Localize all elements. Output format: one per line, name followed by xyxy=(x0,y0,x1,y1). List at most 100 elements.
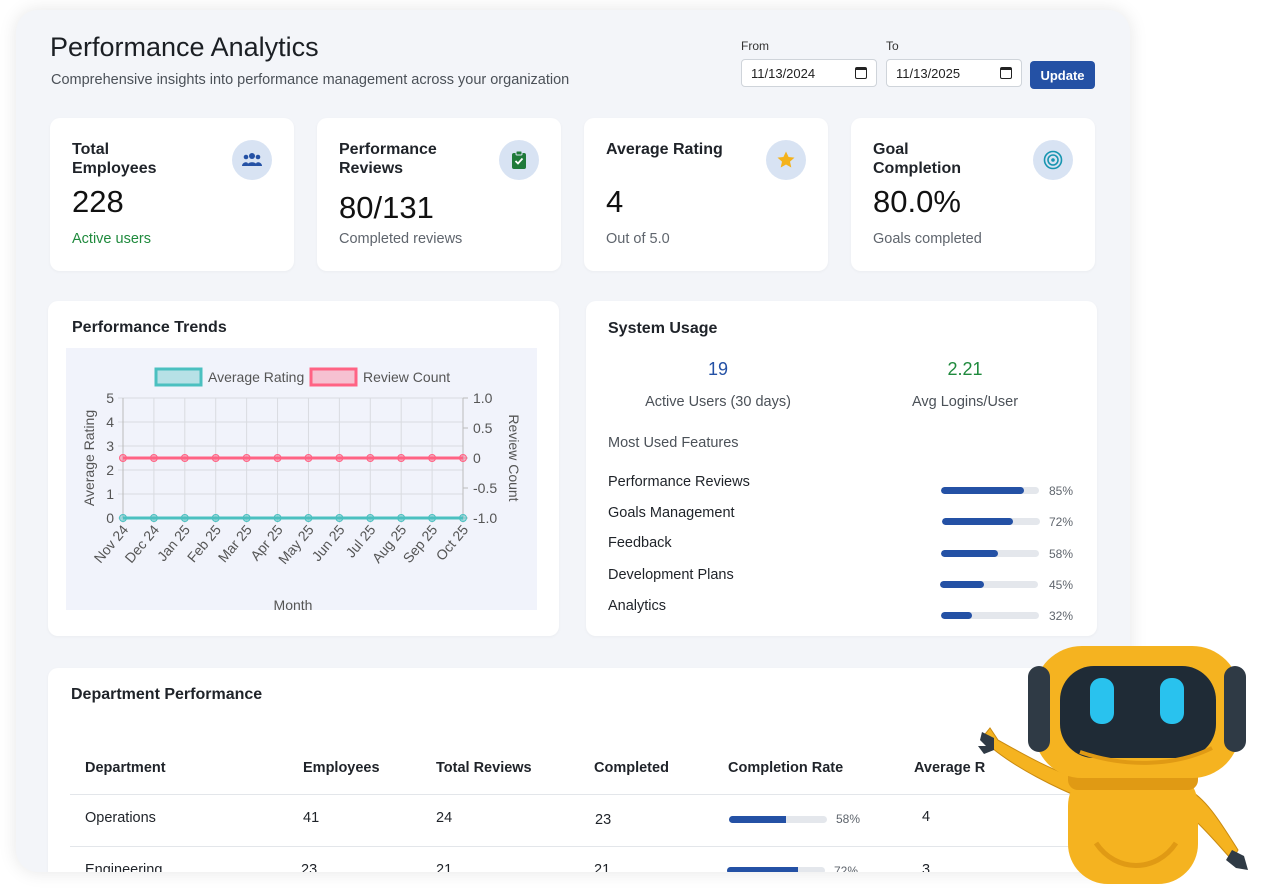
data-point xyxy=(304,454,313,462)
data-point xyxy=(149,514,158,522)
feature-bar xyxy=(941,487,1039,494)
stat-value: 80/131 xyxy=(339,190,434,225)
stat-value: 228 xyxy=(72,184,124,219)
stat-card-total-employees: Total Employees 228 Active users xyxy=(50,118,294,271)
from-date-value: 11/13/2024 xyxy=(751,65,816,81)
column-header-total-reviews[interactable]: Total Reviews xyxy=(436,760,532,776)
cell-average-rating: 4 xyxy=(922,809,931,825)
feature-bar xyxy=(942,518,1040,525)
chart-area: 0 1 2 3 4 5 -1.0 -0.5 0 0.5 1.0 Nov 24 Dec 24 Jan 25 F… xyxy=(66,348,537,613)
page-title: Performance Analytics xyxy=(50,32,319,62)
data-point xyxy=(459,454,467,462)
x-tick-label: Oct 25 xyxy=(433,521,472,563)
column-header-completion-rate[interactable]: Completion Rate xyxy=(728,760,844,776)
cell-completed: 23 xyxy=(595,812,612,828)
column-header-employees[interactable]: Employees xyxy=(303,760,380,776)
stat-card-average-rating: Average Rating 4 Out of 5.0 xyxy=(584,118,828,271)
cell-department: Operations xyxy=(85,810,156,826)
data-point xyxy=(211,514,220,522)
data-point xyxy=(242,514,251,522)
cell-employees: 41 xyxy=(303,810,320,826)
cell-department: Engineering xyxy=(85,862,163,872)
y2-axis-title: Review Count xyxy=(506,414,522,501)
x-tick-label: Jun 25 xyxy=(308,521,347,564)
feature-bar xyxy=(941,550,1039,557)
feature-name: Analytics xyxy=(608,598,667,614)
completion-rate-percent: 58% xyxy=(836,812,861,826)
x-tick-label: Mar 25 xyxy=(215,521,255,565)
cell-employees: 23 xyxy=(301,862,318,872)
feature-bar xyxy=(941,612,1039,619)
from-date-input[interactable]: 11/13/2024 xyxy=(741,59,877,87)
robot-mascot-illustration xyxy=(978,646,1248,884)
y-tick-label: 1 xyxy=(106,486,114,502)
data-point xyxy=(149,454,158,462)
feature-bar-fill xyxy=(941,612,973,619)
to-date-input[interactable]: 11/13/2025 xyxy=(886,59,1022,87)
feature-percent: 72% xyxy=(1049,515,1074,529)
data-point xyxy=(180,454,189,462)
data-point xyxy=(180,514,189,522)
data-point xyxy=(211,454,220,462)
completion-rate-bar xyxy=(729,816,827,823)
performance-trends-card: Performance Trends 0 1 2 3 4 5 -1.0 -0.5 0 0.5 1.0… xyxy=(48,301,559,636)
y-tick-label: 2 xyxy=(106,462,114,478)
stat-card-goal-completion: Goal Completion 80.0% Goals completed xyxy=(851,118,1095,271)
column-header-completed[interactable]: Completed xyxy=(594,760,669,776)
feature-percent: 58% xyxy=(1049,547,1074,561)
page-subtitle: Comprehensive insights into performance … xyxy=(51,72,570,88)
x-tick-label: Sep 25 xyxy=(400,521,441,565)
data-point xyxy=(335,454,344,462)
avg-logins-label: Avg Logins/User xyxy=(911,394,1019,410)
stat-title: Average Rating xyxy=(606,141,723,158)
feature-name: Performance Reviews xyxy=(608,474,750,490)
to-date-value: 11/13/2025 xyxy=(896,65,961,81)
section-title: Performance Trends xyxy=(72,319,227,336)
most-used-features-title: Most Used Features xyxy=(608,435,739,451)
data-point xyxy=(428,514,437,522)
clipboard-check-icon xyxy=(499,140,539,180)
data-point xyxy=(335,514,344,522)
stat-value: 80.0% xyxy=(873,184,961,219)
stat-subtext: Active users xyxy=(72,231,151,247)
y-tick-label: 3 xyxy=(106,438,114,454)
target-icon xyxy=(1033,140,1073,180)
y2-tick-label: -1.0 xyxy=(473,510,497,526)
calendar-icon[interactable] xyxy=(1000,67,1012,79)
x-tick-label: Dec 24 xyxy=(121,521,162,565)
feature-name: Feedback xyxy=(608,535,672,551)
update-button[interactable]: Update xyxy=(1030,61,1095,89)
to-label: To xyxy=(886,39,899,53)
calendar-icon[interactable] xyxy=(855,67,867,79)
data-point xyxy=(366,514,375,522)
feature-bar-fill xyxy=(942,518,1013,525)
feature-bar-fill xyxy=(941,487,1025,494)
feature-bar-fill xyxy=(941,550,998,557)
completion-rate-bar xyxy=(727,867,825,872)
data-point xyxy=(428,454,437,462)
feature-percent: 32% xyxy=(1049,609,1074,623)
column-header-average-rating[interactable]: Average R xyxy=(914,760,986,776)
to-date-group: To 11/13/2025 xyxy=(886,39,1022,87)
data-point xyxy=(397,514,406,522)
stat-card-performance-reviews: Performance Reviews 80/131 Completed rev… xyxy=(317,118,561,271)
legend-label: Review Count xyxy=(363,369,450,385)
feature-bar xyxy=(940,581,1038,588)
y-axis-title: Average Rating xyxy=(81,410,97,506)
column-header-department[interactable]: Department xyxy=(85,760,166,776)
feature-name: Goals Management xyxy=(608,505,735,521)
y-tick-label: 5 xyxy=(106,390,114,406)
data-point xyxy=(273,454,282,462)
data-point xyxy=(366,454,375,462)
table-divider xyxy=(70,846,1080,847)
cell-completed: 21 xyxy=(594,862,611,872)
legend-swatch xyxy=(309,367,358,387)
feature-bar-fill xyxy=(940,581,985,588)
department-performance-card: Department Performance Department Employ… xyxy=(48,668,1130,872)
data-point xyxy=(459,514,467,522)
y2-tick-label: 1.0 xyxy=(473,390,493,406)
y-tick-label: 4 xyxy=(106,414,114,430)
dashboard-frame: Performance Analytics Comprehensive insi… xyxy=(16,10,1130,872)
legend-label: Average Rating xyxy=(208,369,304,385)
section-title: System Usage xyxy=(608,320,718,337)
